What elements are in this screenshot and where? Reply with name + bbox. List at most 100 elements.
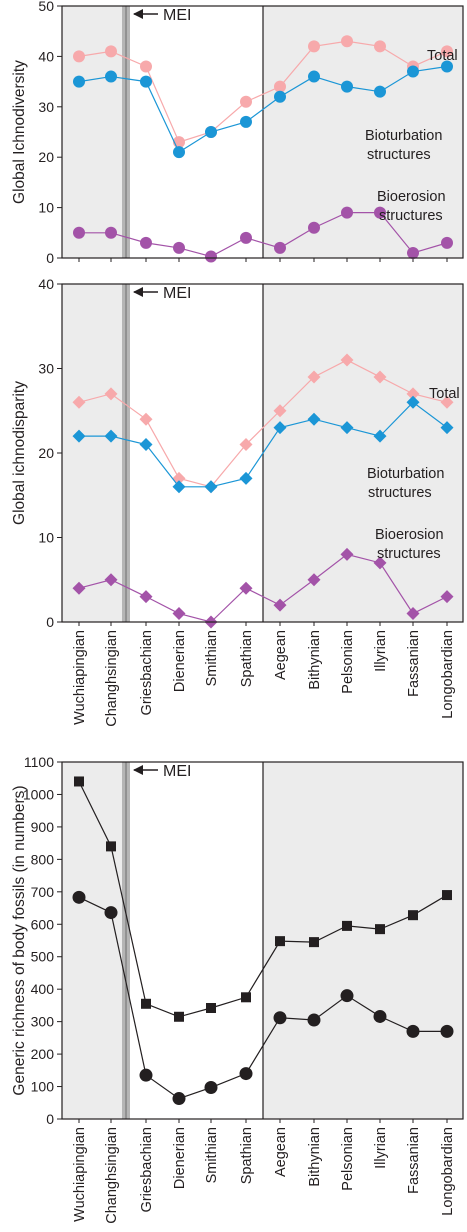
data-point	[139, 590, 153, 604]
data-point	[239, 438, 253, 452]
x-tick-label: Bithynian	[307, 630, 323, 690]
x-tick-label: Smithian	[204, 1127, 220, 1183]
data-point	[341, 206, 353, 219]
data-point	[375, 924, 385, 935]
data-point	[373, 370, 387, 384]
data-point	[442, 890, 452, 901]
data-point	[172, 471, 186, 485]
x-tick-label: Pelsonian	[340, 1127, 356, 1191]
y-tick-label: 300	[31, 1014, 55, 1030]
data-point	[73, 50, 85, 63]
x-tick-label: Longobardian	[440, 1127, 456, 1216]
plot-frame	[61, 283, 464, 623]
annotation-bioturbation: Bioturbation	[367, 466, 444, 482]
data-point	[105, 45, 117, 58]
data-point	[374, 206, 386, 219]
shaded-region-permian	[62, 284, 130, 622]
data-point	[373, 556, 387, 570]
annotation-bioturbation: structures	[368, 485, 432, 501]
chart-panel-3: MEI 0 100 200 300 400 500 600 700 800 900 1000 1100 G…	[11, 754, 464, 1224]
data-point	[72, 890, 86, 904]
y-tick-label: 600	[31, 916, 55, 932]
data-point	[206, 1003, 216, 1014]
annotation-bioturbation: Bioturbation	[365, 128, 442, 144]
data-point	[240, 115, 252, 128]
y-tick-label: 50	[38, 0, 54, 14]
x-tick-label: Changhsingian	[104, 1127, 120, 1224]
x-tick-label: Aegean	[273, 630, 289, 680]
y-tick-label: 0	[46, 250, 54, 266]
annotation-total: Total	[427, 48, 458, 64]
data-point	[341, 80, 353, 93]
data-point	[73, 226, 85, 239]
y-tick-label: 0	[46, 614, 54, 630]
plot-frame	[61, 5, 464, 259]
y-tick-label: 20	[38, 149, 54, 165]
data-point	[141, 998, 151, 1009]
data-point	[273, 598, 287, 612]
series-line	[78, 781, 448, 1018]
y-tick-label: 400	[31, 981, 55, 997]
y-tick-label: 700	[31, 884, 55, 900]
data-point	[373, 429, 387, 443]
data-point	[441, 45, 453, 58]
data-point	[374, 85, 386, 98]
y-tick-label: 10	[38, 530, 54, 546]
data-point	[239, 1067, 253, 1081]
data-point	[373, 1009, 387, 1023]
data-point	[341, 35, 353, 48]
x-tick-label: Dienerian	[172, 1127, 188, 1189]
data-point	[307, 370, 321, 384]
x-tick-label: Longobardian	[440, 630, 456, 719]
mei-arrow-head	[133, 287, 143, 297]
series-line	[78, 359, 448, 488]
x-tick-label: Wuchiapingian	[72, 1127, 88, 1222]
data-point	[174, 1011, 184, 1022]
data-point	[205, 126, 217, 138]
data-point	[441, 60, 453, 73]
data-point	[140, 236, 152, 249]
data-point	[374, 40, 386, 53]
data-point	[106, 841, 116, 852]
y-tick-label: 500	[31, 949, 55, 965]
shaded-region-middle-triassic	[263, 762, 463, 1119]
data-point	[340, 547, 354, 561]
data-point	[173, 241, 185, 254]
y-tick-label: 10	[38, 200, 54, 216]
data-point	[407, 246, 419, 259]
data-point	[307, 1013, 321, 1027]
mei-arrow-head	[133, 765, 143, 775]
data-point	[340, 353, 354, 367]
data-point	[240, 95, 252, 108]
series-line	[78, 40, 448, 143]
x-tick-label: Spathian	[239, 1127, 255, 1184]
data-point	[172, 1092, 186, 1106]
data-point	[441, 236, 453, 249]
shaded-region-permian	[62, 6, 130, 258]
data-point	[274, 90, 286, 103]
data-point	[139, 438, 153, 452]
series-line	[78, 553, 448, 623]
x-tick-label: Wuchiapingian	[72, 630, 88, 725]
data-point	[140, 60, 152, 73]
data-point	[308, 221, 320, 234]
annotation-bioerosion: structures	[377, 546, 441, 562]
y-tick-label: 800	[31, 851, 55, 867]
data-point	[408, 910, 418, 921]
data-point	[104, 906, 118, 920]
data-point	[309, 937, 319, 948]
series-line	[79, 212, 448, 258]
y-axis-label: Global Ichnodiversity	[11, 60, 28, 204]
x-tick-label: Illyrian	[373, 1127, 389, 1169]
data-point	[440, 421, 454, 435]
data-point	[273, 1011, 287, 1025]
chart-panel-2: MEI 0 10 20 30 40 Global ichnodisparity Total Bi…	[11, 276, 464, 727]
mei-label: MEI	[163, 7, 191, 24]
data-point	[440, 1024, 454, 1038]
mei-arrow-head	[133, 9, 143, 19]
x-tick-label: Spathian	[239, 630, 255, 687]
data-point	[440, 590, 454, 604]
data-point	[406, 1024, 420, 1038]
data-point	[340, 421, 354, 435]
